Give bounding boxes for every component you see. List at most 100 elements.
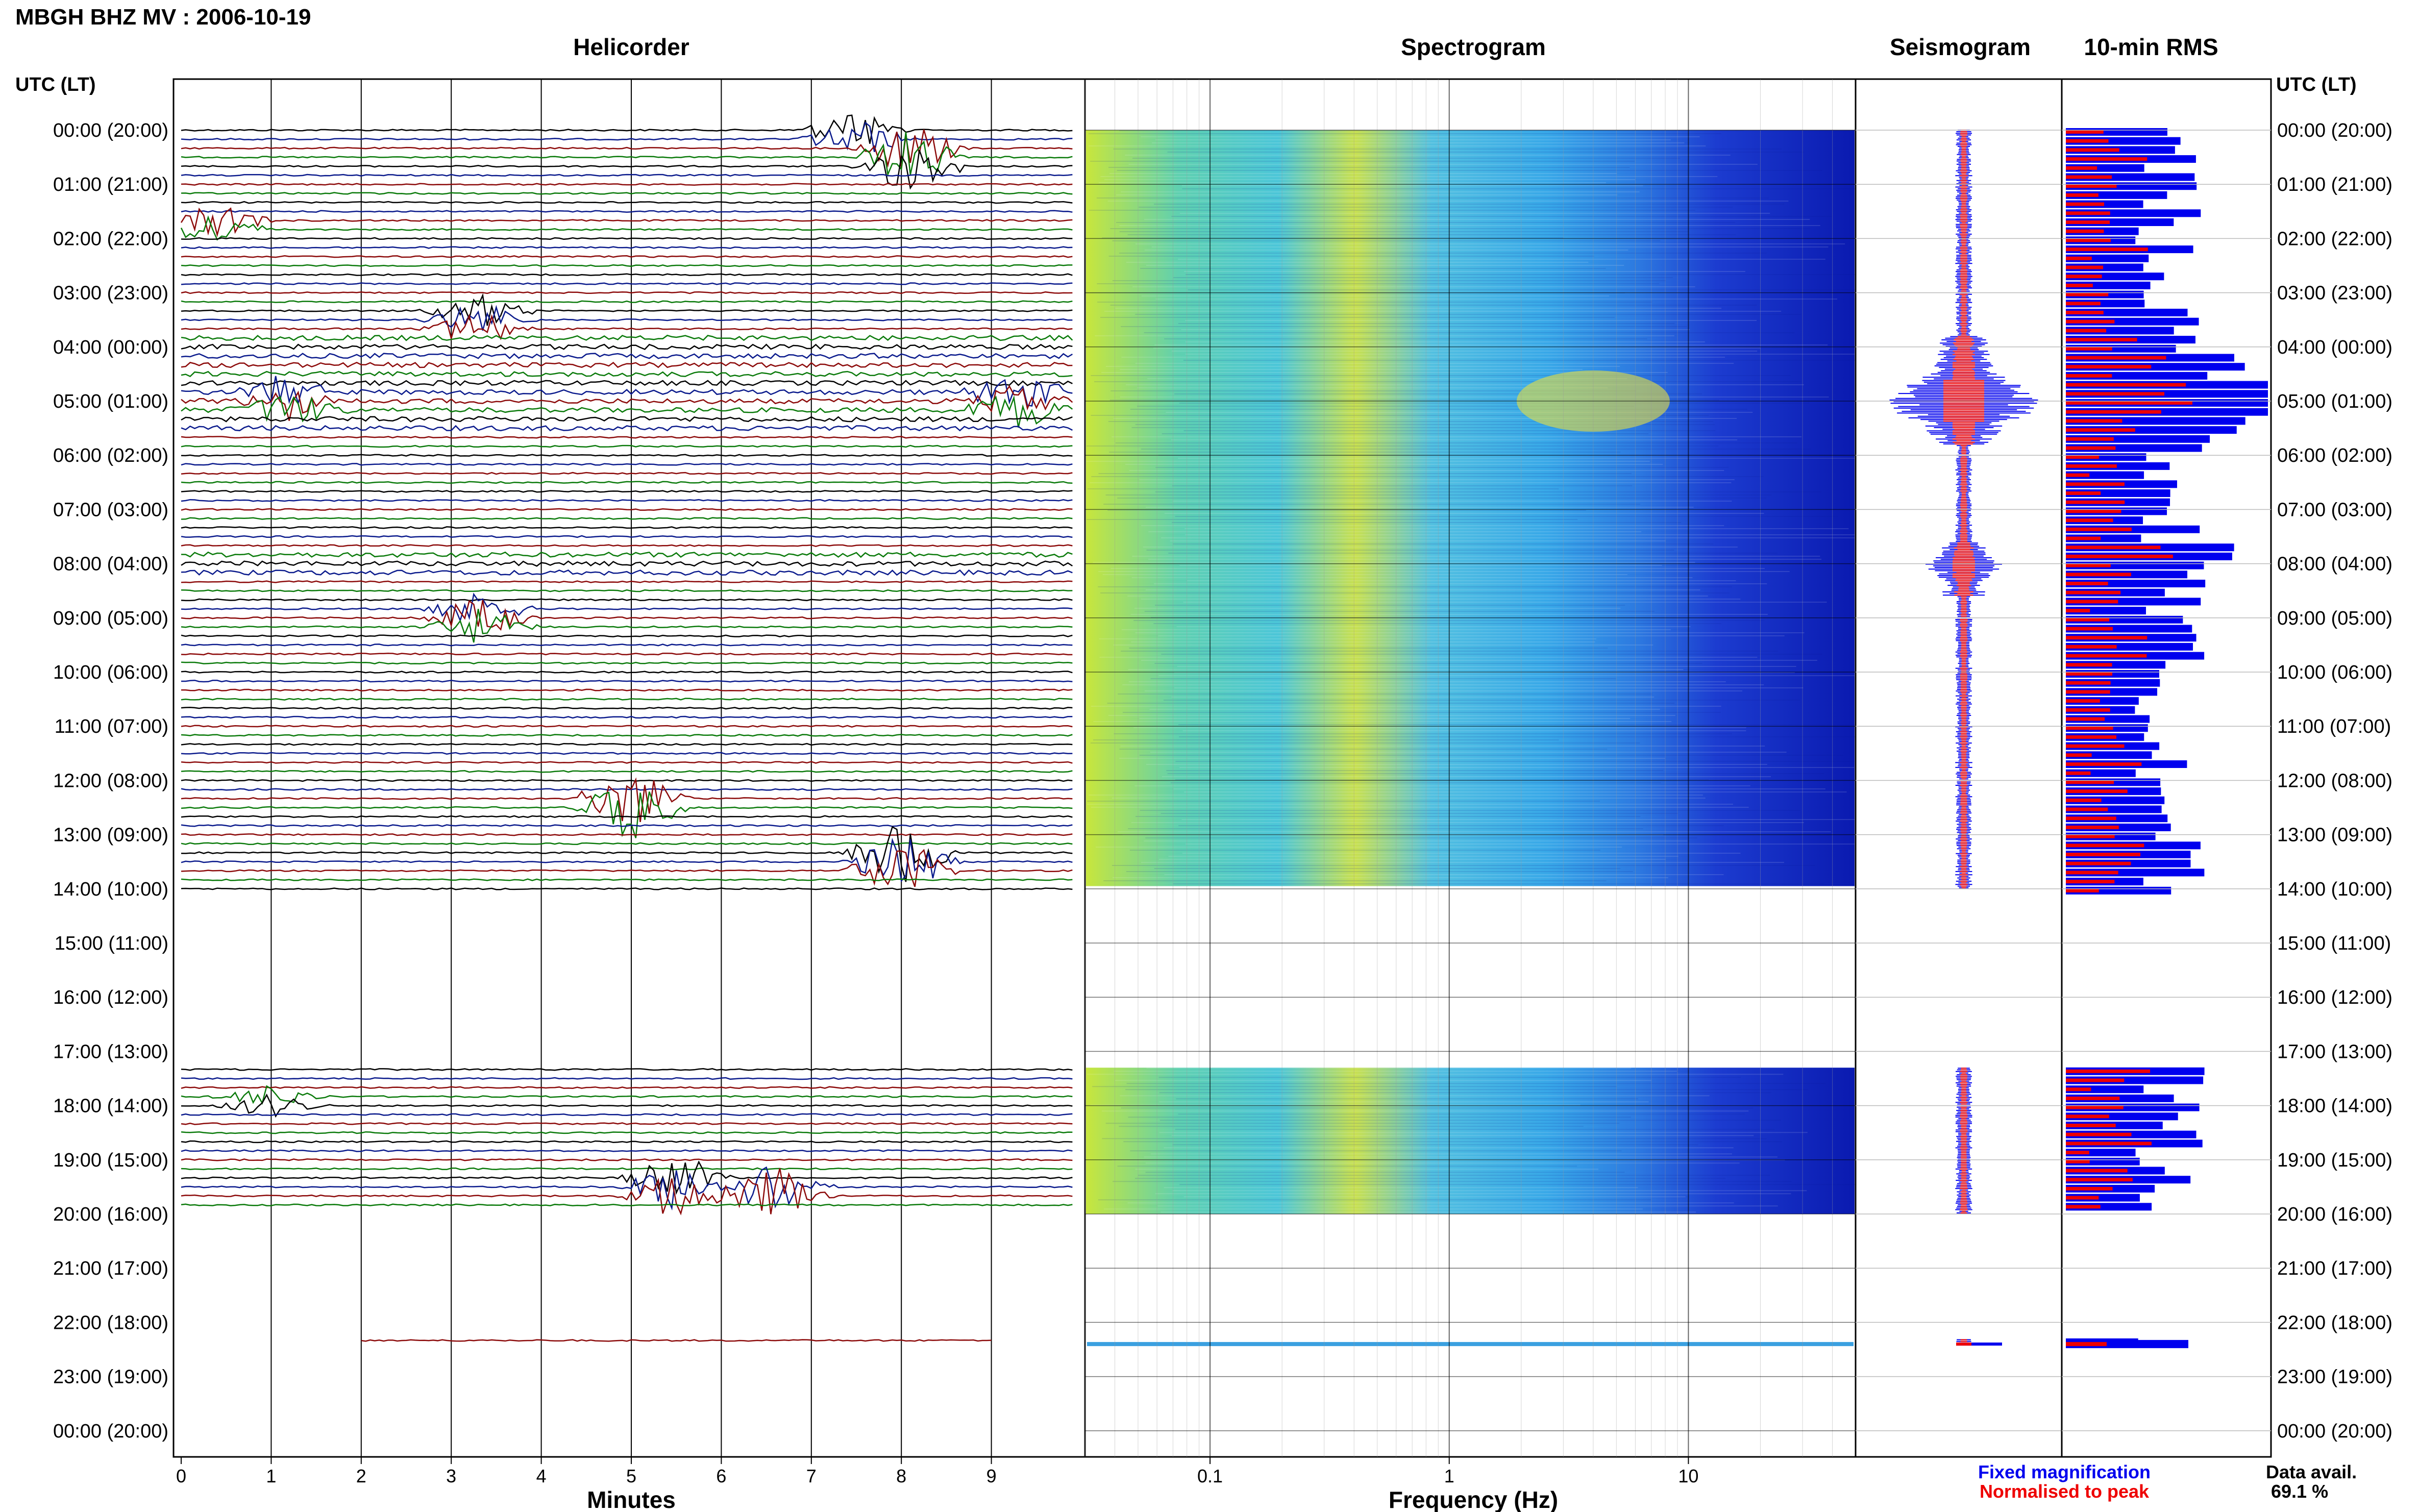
spectrogram-streak <box>1159 1101 1649 1103</box>
helicorder-trace <box>181 291 1073 294</box>
spectrogram-streak <box>1104 179 1636 180</box>
rms-bar-normalised <box>2066 789 2128 794</box>
rms-bar-fixed <box>2066 796 2165 804</box>
helicorder-trace <box>181 1167 1073 1171</box>
spectrogram-streak <box>1141 136 1700 137</box>
rms-bar-normalised <box>2066 202 2105 206</box>
spectrogram-streak <box>1117 831 1831 832</box>
spectrogram-streak <box>1145 1162 1740 1164</box>
time-label-right: 13:00 (09:00) <box>2277 825 2392 846</box>
helicorder-trace <box>181 121 1073 152</box>
spectrogram-streak <box>1115 442 1797 443</box>
rms-bar-normalised <box>2066 482 2125 486</box>
spectrogram-xtick-label: 1 <box>1444 1466 1454 1486</box>
helicorder-trace <box>181 688 1073 692</box>
rms-bar-normalised <box>2066 681 2111 685</box>
helicorder-trace <box>181 1068 1073 1071</box>
helicorder-trace <box>181 1140 1073 1144</box>
spectrogram-streak <box>1139 207 1733 208</box>
spectrogram-streak <box>1172 501 1732 502</box>
spectrogram-streak <box>1178 259 1825 260</box>
rms-bar-normalised <box>2066 392 2165 396</box>
helicorder-xlabel: Minutes <box>587 1486 676 1512</box>
helicorder-trace <box>181 481 1073 484</box>
rms-bar-normalised <box>2066 1078 2125 1082</box>
rms-bar-normalised <box>2066 365 2152 369</box>
spectrogram-streak <box>1185 844 1867 845</box>
rms-bar-normalised <box>2066 609 2090 613</box>
spectrogram-streak <box>1135 363 1734 364</box>
spectrogram-streak <box>1131 427 1626 428</box>
spectrogram-streak <box>1141 599 1741 600</box>
spectrogram-streak <box>1132 158 1681 159</box>
spectrogram-streak <box>1131 641 1595 642</box>
helicorder-xtick-label: 8 <box>896 1466 906 1486</box>
spectrogram-streak <box>1158 859 1666 860</box>
helicorder-trace <box>181 313 1073 341</box>
spectrogram-streak <box>1113 418 1737 419</box>
rms-bar-normalised <box>2066 428 2135 432</box>
spectrogram-streak <box>1175 1129 1775 1130</box>
helicorder-trace <box>361 1339 992 1342</box>
time-label-right: 17:00 (13:00) <box>2277 1041 2392 1062</box>
spectrogram-streak <box>1093 739 1559 740</box>
rms-bar-normalised <box>2066 356 2166 360</box>
spectrogram-streak <box>1155 1193 1791 1195</box>
spectrogram-streak <box>1096 197 1769 199</box>
helicorder-xtick-label: 6 <box>716 1466 726 1486</box>
spectrogram-streak <box>1150 1153 1732 1155</box>
spectrogram-streak <box>1179 767 1855 768</box>
spectrogram-streak <box>1088 795 1703 796</box>
helicorder-trace <box>181 661 1073 665</box>
spectrogram-streak <box>1144 250 1628 251</box>
helicorder-trace <box>181 192 1073 195</box>
spectrogram-streak <box>1141 449 1811 450</box>
spectrogram-streak <box>1133 727 1746 728</box>
rms-bar-normalised <box>2066 130 2104 134</box>
spectrogram-streak <box>1135 1178 1726 1179</box>
rms-bar-normalised <box>2066 184 2117 188</box>
rms-bar-fixed <box>2066 814 2168 823</box>
spectrogram-streak <box>1121 629 1671 630</box>
spectrogram-streak <box>1119 758 1665 759</box>
spectrogram-streak <box>1183 1196 1686 1198</box>
spectrogram-streak <box>1098 1199 1651 1201</box>
rms-bar-fixed <box>2066 1194 2140 1202</box>
rms-bar-normalised <box>2066 771 2091 775</box>
rms-bar-fixed <box>2066 688 2158 696</box>
spectrogram-streak <box>1144 840 1688 841</box>
spectrogram-streak <box>1183 602 1827 603</box>
time-label-right: 16:00 (12:00) <box>2277 987 2392 1008</box>
rms-bar-fixed <box>2066 1203 2152 1211</box>
rms-bar-normalised <box>2066 1096 2120 1100</box>
rms-bar-fixed <box>2066 471 2144 479</box>
rms-bar-normalised <box>2066 636 2148 640</box>
helicorder-trace <box>181 1077 1073 1080</box>
rms-bar-normalised <box>2066 834 2115 838</box>
spectrogram-streak <box>1101 372 1668 373</box>
rms-bar-fixed <box>2066 534 2141 542</box>
rms-bar-normalised <box>2066 166 2097 170</box>
spectrogram-streak <box>1171 439 1738 440</box>
helicorder-trace <box>181 526 1073 529</box>
helicorder-trace <box>181 643 1073 647</box>
spectrogram-xtick-label: 0.1 <box>1197 1466 1223 1486</box>
time-label-left: 09:00 (05:00) <box>53 608 168 629</box>
spectrogram-streak <box>1117 1166 1577 1167</box>
helicorder-xtick-label: 9 <box>986 1466 997 1486</box>
time-label-right: 19:00 (15:00) <box>2277 1150 2392 1171</box>
spectrogram-streak <box>1105 1123 1620 1124</box>
helicorder-trace <box>181 544 1073 548</box>
helicorder-trace <box>181 1149 1073 1152</box>
spectrogram-streak <box>1155 299 1838 300</box>
rms-bar-fixed <box>2066 191 2167 199</box>
rms-bar-normalised <box>2066 654 2147 658</box>
spectrogram-streak <box>1135 314 1801 315</box>
rms-bar-normalised <box>2066 311 2104 314</box>
helicorder-trace <box>181 463 1073 466</box>
spectrogram-streak <box>1141 525 1724 526</box>
spectrogram-streak <box>1182 188 1891 189</box>
seismogram-title: Seismogram <box>1890 34 2031 60</box>
spectrogram-streak <box>1181 329 1690 330</box>
rms-bar-fixed <box>2066 769 2136 777</box>
